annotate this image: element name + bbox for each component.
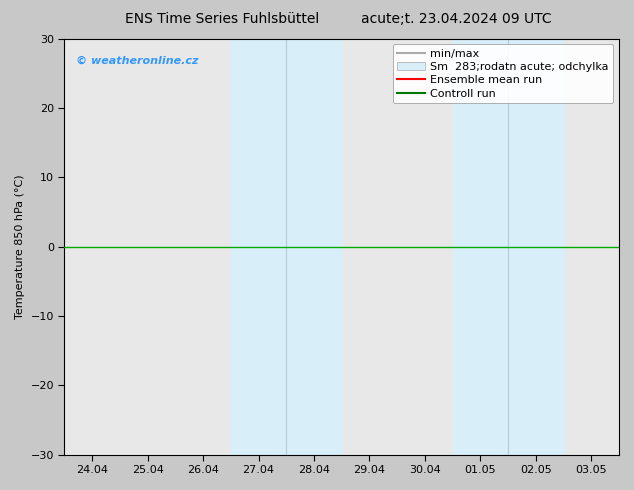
Text: ENS Time Series Fuhlsbüttel: ENS Time Series Fuhlsbüttel xyxy=(125,12,319,26)
Bar xyxy=(453,39,564,455)
Text: acute;t. 23.04.2024 09 UTC: acute;t. 23.04.2024 09 UTC xyxy=(361,12,552,26)
Y-axis label: Temperature 850 hPa (°C): Temperature 850 hPa (°C) xyxy=(15,174,25,319)
Legend: min/max, Sm  283;rodatn acute; odchylka, Ensemble mean run, Controll run: min/max, Sm 283;rodatn acute; odchylka, … xyxy=(392,44,614,103)
Text: © weatheronline.cz: © weatheronline.cz xyxy=(75,55,198,65)
Bar xyxy=(231,39,342,455)
